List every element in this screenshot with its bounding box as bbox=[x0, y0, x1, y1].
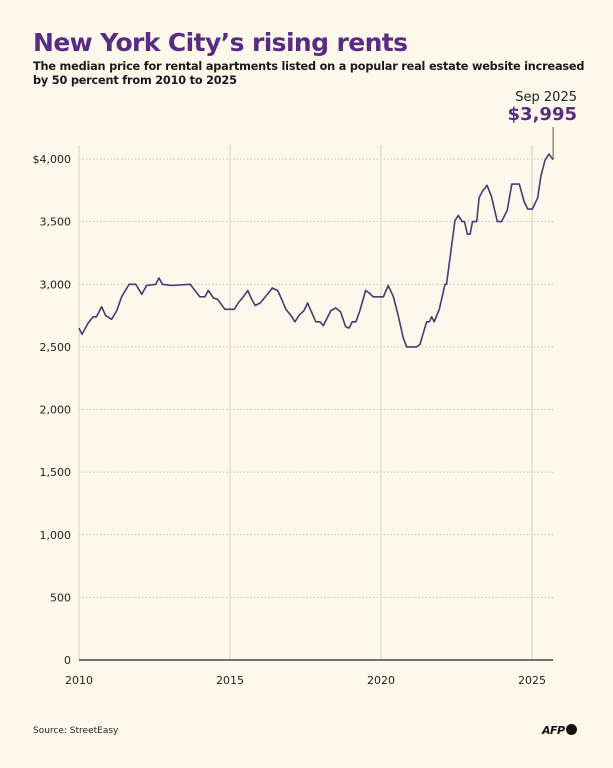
x-tick-label: 2010 bbox=[65, 674, 93, 687]
y-tick-label: 3,500 bbox=[40, 216, 72, 229]
y-tick-label: $4,000 bbox=[33, 153, 72, 166]
x-tick-label: 2015 bbox=[216, 674, 244, 687]
x-tick-label: 2025 bbox=[518, 674, 546, 687]
chart-subtitle: The median price for rental apartments l… bbox=[33, 60, 585, 87]
chart-title: New York City’s rising rents bbox=[33, 28, 408, 57]
rent-line bbox=[78, 153, 554, 348]
x-tick-label: 2020 bbox=[367, 674, 395, 687]
annotation-date: Sep 2025 bbox=[515, 90, 577, 105]
y-tick-label: 2,500 bbox=[40, 341, 72, 354]
afp-logo-dot-icon bbox=[565, 724, 577, 735]
y-tick-label: 1,000 bbox=[40, 529, 72, 542]
y-tick-label: 500 bbox=[50, 591, 71, 604]
afp-logo: AFP bbox=[542, 724, 577, 737]
source-note: Source: StreetEasy bbox=[33, 726, 119, 736]
y-tick-label: 3,000 bbox=[40, 278, 72, 291]
annotation-value: $3,995 bbox=[508, 104, 577, 125]
y-tick-label: 2,000 bbox=[40, 404, 72, 417]
y-tick-label: 0 bbox=[64, 654, 71, 667]
y-tick-label: 1,500 bbox=[40, 466, 72, 479]
